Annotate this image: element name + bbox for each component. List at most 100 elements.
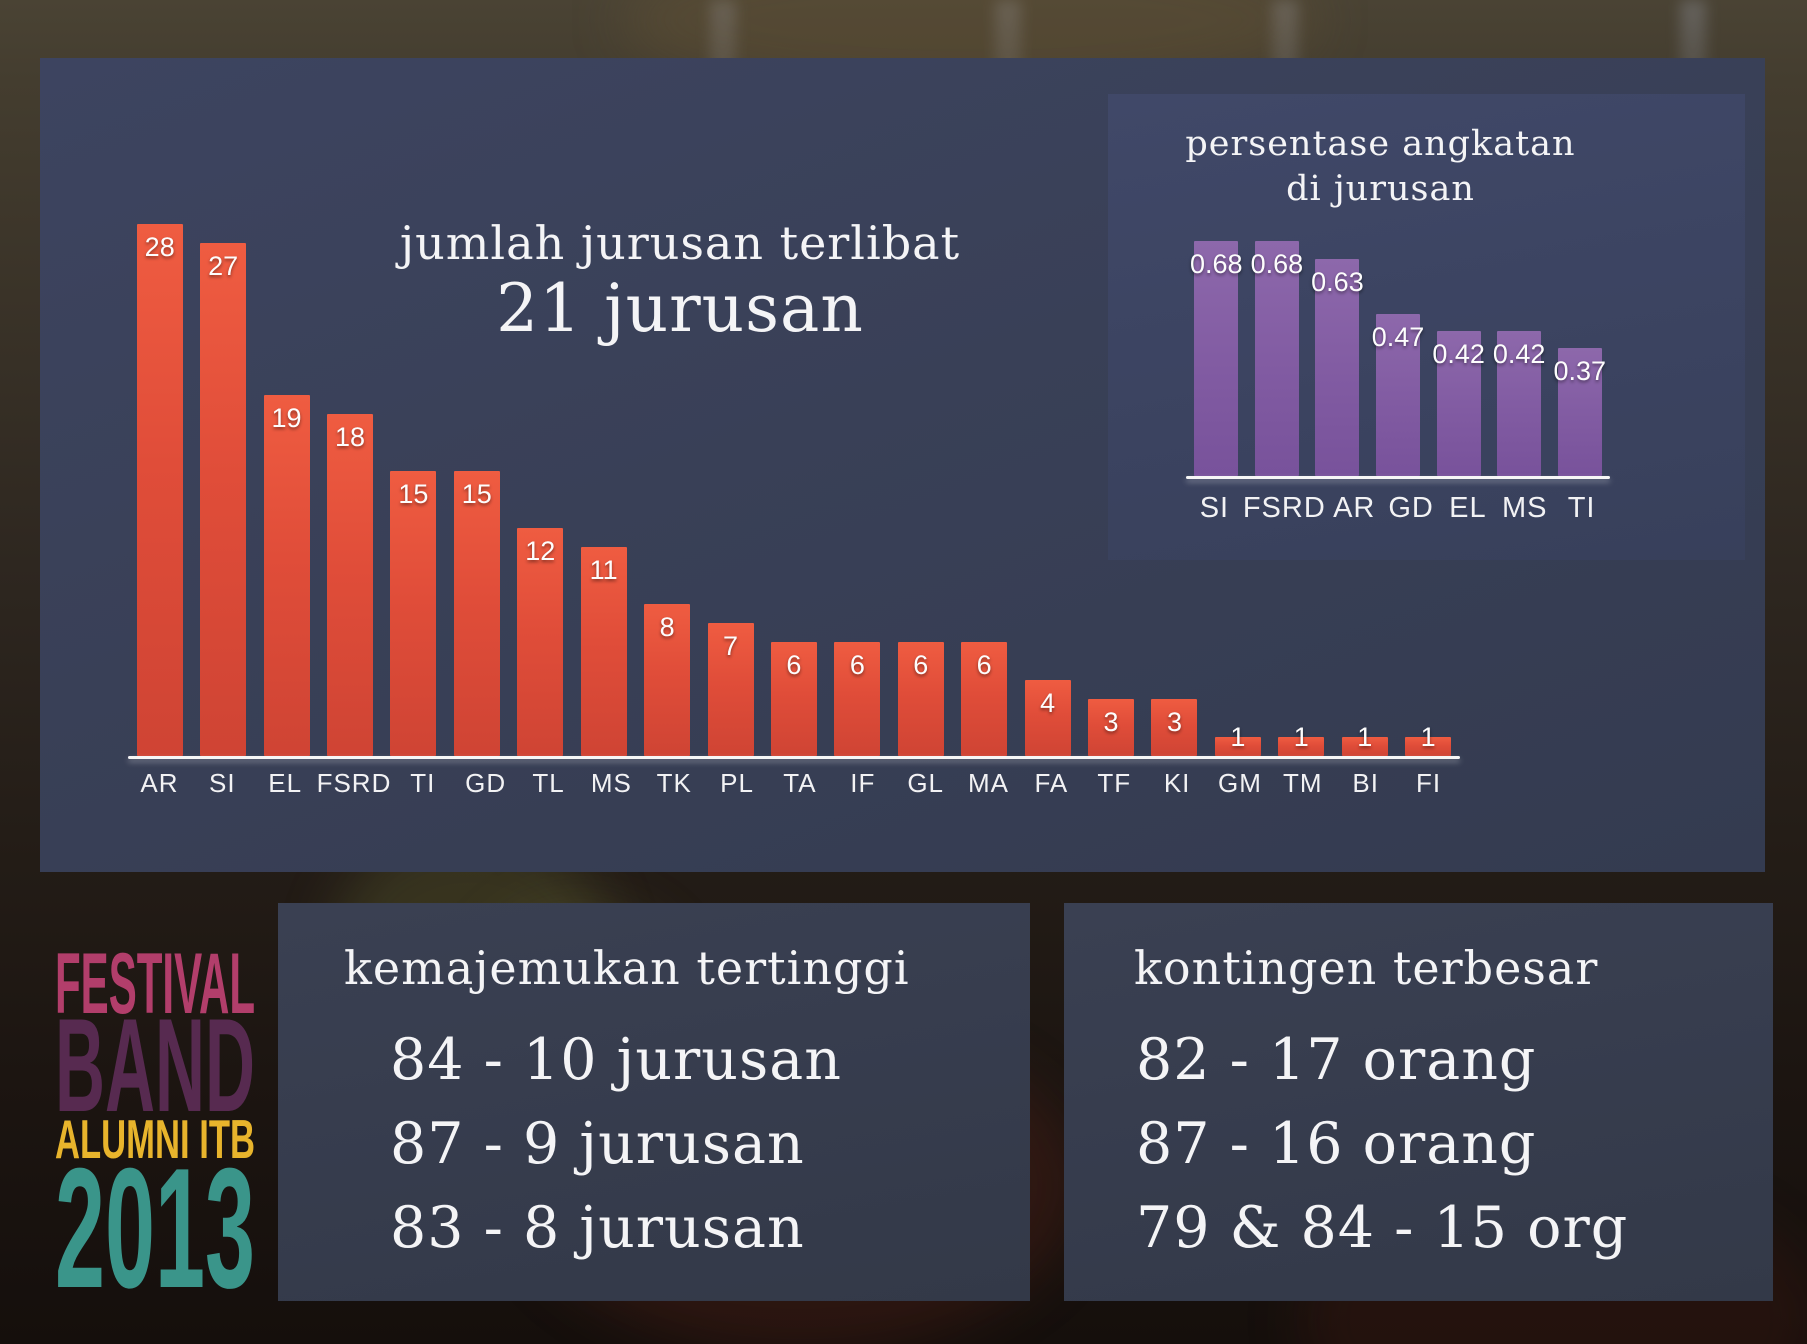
- bar-ar: 28: [136, 224, 183, 756]
- bar-value-label-fsrd: 18: [334, 422, 365, 452]
- axis-label-ma: MA: [968, 768, 1010, 798]
- logo-text-2013: 2013: [55, 1162, 255, 1290]
- bar-ki: 3: [1151, 699, 1198, 756]
- bar-ms: 11: [580, 547, 627, 756]
- bar-ms: 0.42: [1493, 331, 1545, 476]
- bar-gm: 1: [1214, 722, 1261, 756]
- bar-value-label-fi: 1: [1420, 722, 1436, 752]
- bar-column-si: 0.68: [1186, 234, 1247, 476]
- contingent-panel: kontingen terbesar 82 - 17 orang 87 - 16 …: [1064, 903, 1773, 1301]
- contingent-row-3: 79 & 84 - 15 org: [1136, 1194, 1629, 1261]
- bar-el: 19: [263, 395, 310, 756]
- bar-column-gl: 6: [889, 222, 952, 756]
- axis-label-tf: TF: [1097, 768, 1132, 798]
- logo-text-festival: FESTIVAL: [55, 950, 255, 1016]
- bar-value-label-bi: 1: [1357, 722, 1373, 752]
- bar-fsrd: 18: [326, 414, 373, 756]
- axis-label-el: EL: [268, 768, 303, 798]
- festival-logo: FESTIVAL BAND ALUMNI ITB 2013: [54, 950, 256, 1290]
- bar-if: 6: [834, 642, 881, 756]
- bar-column-fa: 4: [1016, 222, 1079, 756]
- axis-label-ms: MS: [1502, 492, 1548, 524]
- bar-value-label-si: 27: [208, 251, 239, 281]
- diversity-stats: 84 - 10 jurusan 87 - 9 jurusan 83 - 8 juru…: [278, 1018, 1030, 1270]
- axis-label-gl: GL: [907, 768, 944, 798]
- bar-column-el: 19: [255, 222, 318, 756]
- bar-column-bi: 1: [1333, 222, 1396, 756]
- bar-column-fi: 1: [1396, 222, 1459, 756]
- bar-bi: 1: [1341, 722, 1388, 756]
- bar-column-el: 0.42: [1428, 234, 1489, 476]
- main-chart-panel: jumlah jurusan terlibat 21 jurusan 28 27 1…: [40, 58, 1765, 872]
- bar-column-gd: 15: [445, 222, 508, 756]
- bar-gd: 0.47: [1372, 314, 1424, 476]
- bar-value-label-gd: 15: [461, 479, 492, 509]
- bar-value-label-tf: 3: [1103, 707, 1119, 737]
- bar-value-label-si: 0.68: [1190, 249, 1243, 279]
- contingent-row-1: 82 - 17 orang: [1136, 1026, 1537, 1093]
- bar-column-si: 27: [191, 222, 254, 756]
- bar-column-tm: 1: [1270, 222, 1333, 756]
- bar-ti: 0.37: [1553, 348, 1606, 476]
- main-chart-title-line1: jumlah jurusan terlibat: [399, 216, 961, 270]
- bar-column-tl: 12: [509, 222, 572, 756]
- axis-label-tl: TL: [532, 768, 565, 798]
- inset-chart-title-line2: di jurusan: [1286, 168, 1475, 209]
- bar-value-label-el: 19: [271, 403, 302, 433]
- bar-value-label-ti: 0.37: [1553, 356, 1607, 386]
- axis-label-si: SI: [1199, 492, 1230, 524]
- inset-chart-title-line1: persentase angkatan: [1185, 124, 1576, 164]
- bar-value-label-ms: 0.42: [1492, 339, 1546, 369]
- bar-column-ar: 0.63: [1307, 234, 1368, 476]
- bar-pl: 7: [707, 623, 754, 756]
- bar-gl: 6: [897, 642, 944, 756]
- bar-value-label-fsrd: 0.68: [1250, 249, 1304, 279]
- logo-line-2013: 2013: [55, 1162, 255, 1290]
- bar-column-fsrd: 18: [318, 222, 381, 756]
- axis-label-fi: FI: [1415, 768, 1442, 798]
- contingent-row-2: 87 - 16 orang: [1136, 1110, 1537, 1177]
- bar-value-label-ar: 0.63: [1311, 267, 1364, 297]
- main-axis-labels: AR SI EL FSRD TI GD TL MS TK PL TA IF GL MA FA TF KI GM TM…: [128, 768, 1460, 799]
- logo-line-festival: FESTIVAL: [55, 950, 255, 1016]
- axis-label-gd: GD: [465, 768, 507, 798]
- bar-fi: 1: [1405, 722, 1452, 756]
- bar-value-label-ma: 6: [976, 650, 992, 680]
- bar-value-label-ki: 3: [1166, 707, 1182, 737]
- inset-axis-labels: SI FSRD AR GD EL MS TI: [1186, 488, 1610, 525]
- diversity-panel: kemajemukan tertinggi 84 - 10 jurusan 87 …: [278, 903, 1030, 1301]
- bar-value-label-el: 0.42: [1432, 339, 1485, 369]
- bar-tk: 8: [644, 604, 691, 756]
- bar-value-label-tl: 12: [525, 536, 556, 566]
- logo-line-band: BAND: [55, 1014, 255, 1114]
- axis-label-si: SI: [209, 768, 236, 798]
- inset-bars: 0.68 0.68 0.63 0.47 0.42 0.42 0.37: [1186, 234, 1610, 476]
- axis-label-tk: TK: [656, 768, 692, 798]
- contingent-title: kontingen terbesar: [1134, 941, 1599, 995]
- bar-si: 27: [200, 243, 247, 756]
- bar-value-label-ti: 15: [398, 479, 429, 509]
- bar-column-tk: 8: [635, 222, 698, 756]
- bar-value-label-tk: 8: [659, 612, 675, 642]
- main-bars: 28 27 19 18 15 15 12 11 8 7 6 6 6 6 4 3 3 1 1 1 1: [128, 222, 1460, 756]
- bar-value-label-ta: 6: [786, 650, 802, 680]
- logo-text-alumni-itb: ALUMNI ITB: [55, 1117, 255, 1161]
- bar-tl: 12: [517, 528, 564, 756]
- main-chart-title: jumlah jurusan terlibat 21 jurusan: [300, 216, 1060, 345]
- bar-tm: 1: [1278, 722, 1325, 756]
- bar-fsrd: 0.68: [1251, 241, 1303, 476]
- bar-el: 0.42: [1432, 331, 1485, 476]
- bar-ma: 6: [961, 642, 1008, 756]
- bar-value-label-ms: 11: [589, 555, 618, 585]
- contingent-stats: 82 - 17 orang 87 - 16 orang 79 & 84 - 15 o…: [1064, 1018, 1773, 1270]
- logo-text-band: BAND: [55, 1014, 255, 1114]
- diversity-title: kemajemukan tertinggi: [344, 941, 910, 995]
- diversity-row-3: 83 - 8 jurusan: [390, 1194, 805, 1261]
- axis-label-fsrd: FSRD: [1242, 492, 1326, 524]
- bar-value-label-pl: 7: [722, 631, 739, 661]
- bar-tf: 3: [1088, 699, 1135, 756]
- axis-label-if: IF: [850, 768, 876, 798]
- bar-column-ar: 28: [128, 222, 191, 756]
- bar-column-tf: 3: [1079, 222, 1142, 756]
